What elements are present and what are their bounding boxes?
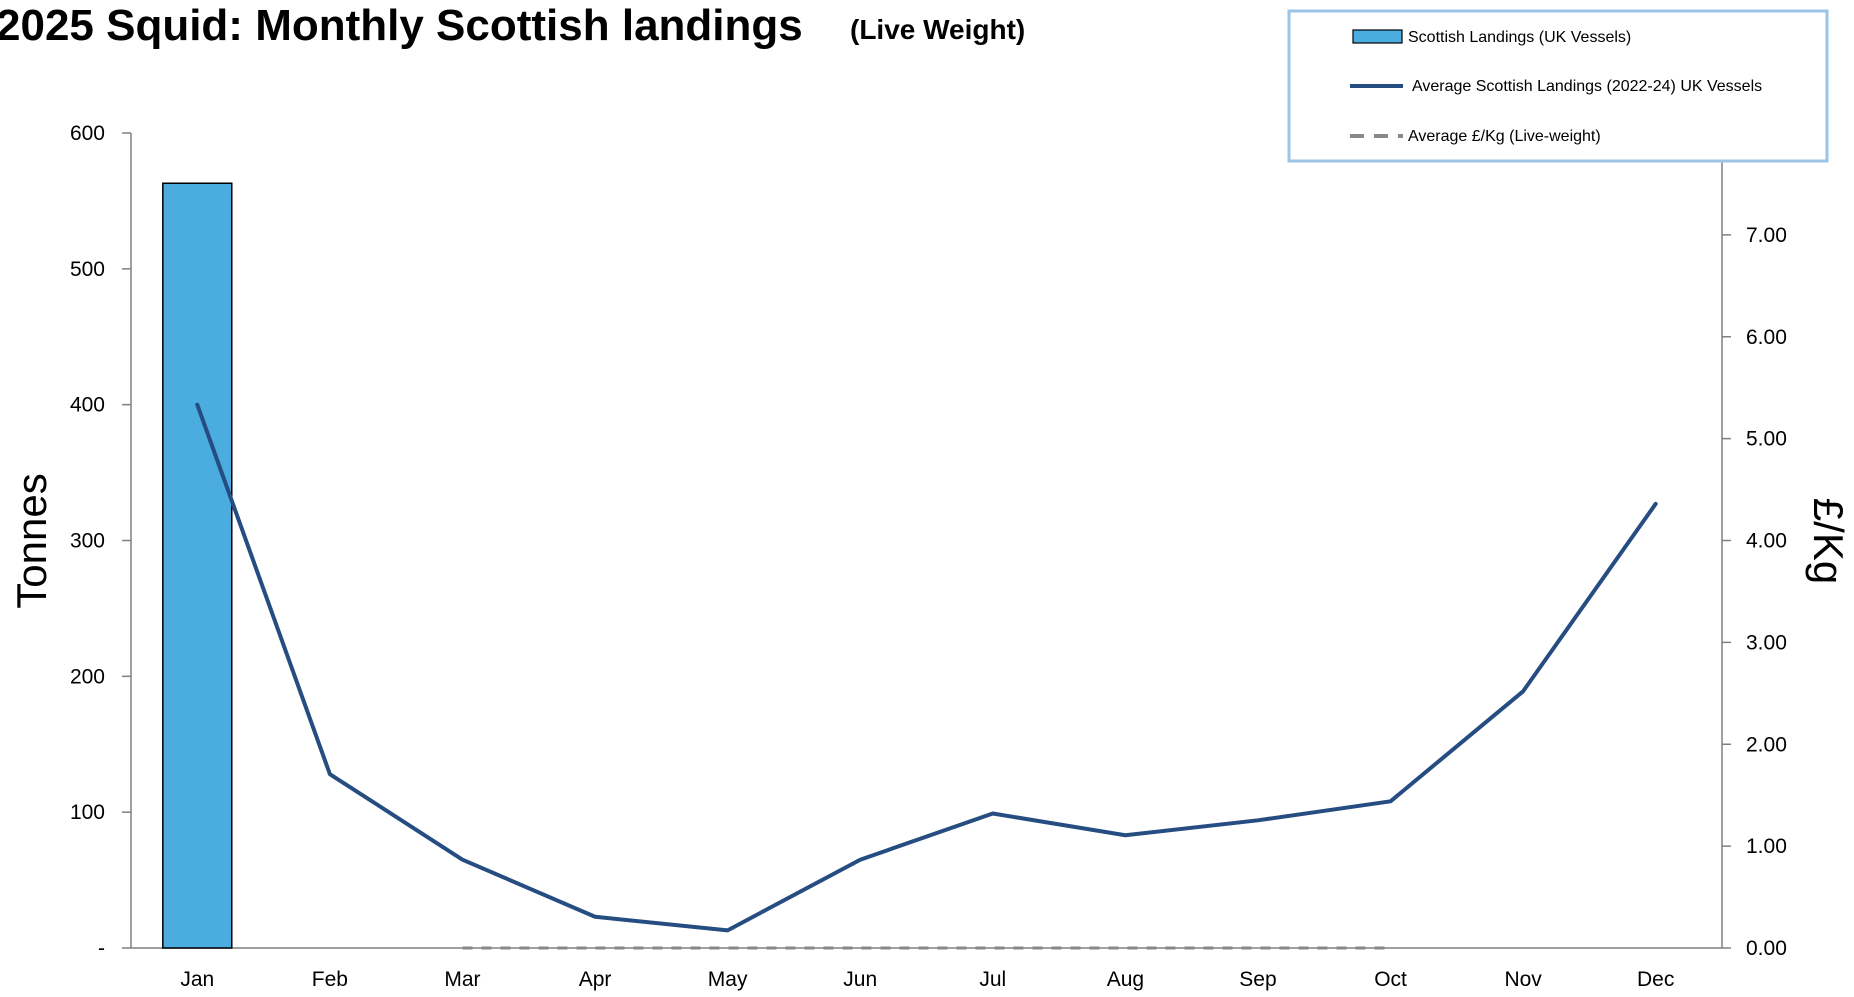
x-tick-label: Mar xyxy=(444,968,480,991)
x-tick-label: Jan xyxy=(180,968,214,991)
y2-tick-label: 7.00 xyxy=(1746,224,1787,247)
y2-tick-label: 4.00 xyxy=(1746,530,1787,553)
x-tick-label: Sep xyxy=(1239,968,1276,991)
legend-label-average: Average Scottish Landings (2022-24) UK V… xyxy=(1412,78,1762,95)
legend: Scottish Landings (UK Vessels) Average S… xyxy=(1287,9,1829,163)
y2-tick-label: 1.00 xyxy=(1746,835,1787,858)
x-tick-label: Jun xyxy=(843,968,877,991)
y-tick-label: 400 xyxy=(70,394,105,417)
legend-label-bar: Scottish Landings (UK Vessels) xyxy=(1408,29,1631,46)
lines-layer xyxy=(195,402,1658,950)
y-axis-title: Tonnes xyxy=(8,473,55,608)
average-landings-line xyxy=(195,402,1658,933)
y-tick-label: 100 xyxy=(70,801,105,824)
bars-layer xyxy=(162,182,233,949)
chart-title: 2025 Squid: Monthly Scottish landings xyxy=(0,1,803,50)
y2-tick-label: 5.00 xyxy=(1746,428,1787,451)
y-tick-label: 200 xyxy=(70,665,105,688)
y-tick-label: 300 xyxy=(70,530,105,553)
x-tick-label: Oct xyxy=(1374,968,1407,991)
y2-tick-label: 3.00 xyxy=(1746,631,1787,654)
x-tick-label: Apr xyxy=(579,968,612,991)
y2-tick-label: 0.00 xyxy=(1746,937,1787,960)
y2-tick-label: 2.00 xyxy=(1746,733,1787,756)
y2-axis-title: £/Kg xyxy=(1805,498,1852,584)
x-tick-label: May xyxy=(708,968,748,991)
x-tick-label: Jul xyxy=(979,968,1006,991)
legend-label-price: Average £/Kg (Live-weight) xyxy=(1408,128,1601,145)
legend-swatch-bar xyxy=(1352,29,1403,44)
axes: - 100 200 300 400 500 600 0.00 1.00 2.00 3.00 4.00 5… xyxy=(70,122,1787,991)
x-tick-label: Feb xyxy=(312,968,348,991)
y-tick-label: 600 xyxy=(70,122,105,145)
x-tick-label: Dec xyxy=(1637,968,1674,991)
bar xyxy=(162,182,233,949)
y2-tick-label: 6.00 xyxy=(1746,326,1787,349)
y-tick-label: 500 xyxy=(70,258,105,281)
chart-subtitle: (Live Weight) xyxy=(850,14,1025,45)
y-tick-label: - xyxy=(98,937,105,960)
x-tick-label: Nov xyxy=(1504,968,1542,991)
x-tick-label: Aug xyxy=(1107,968,1144,991)
